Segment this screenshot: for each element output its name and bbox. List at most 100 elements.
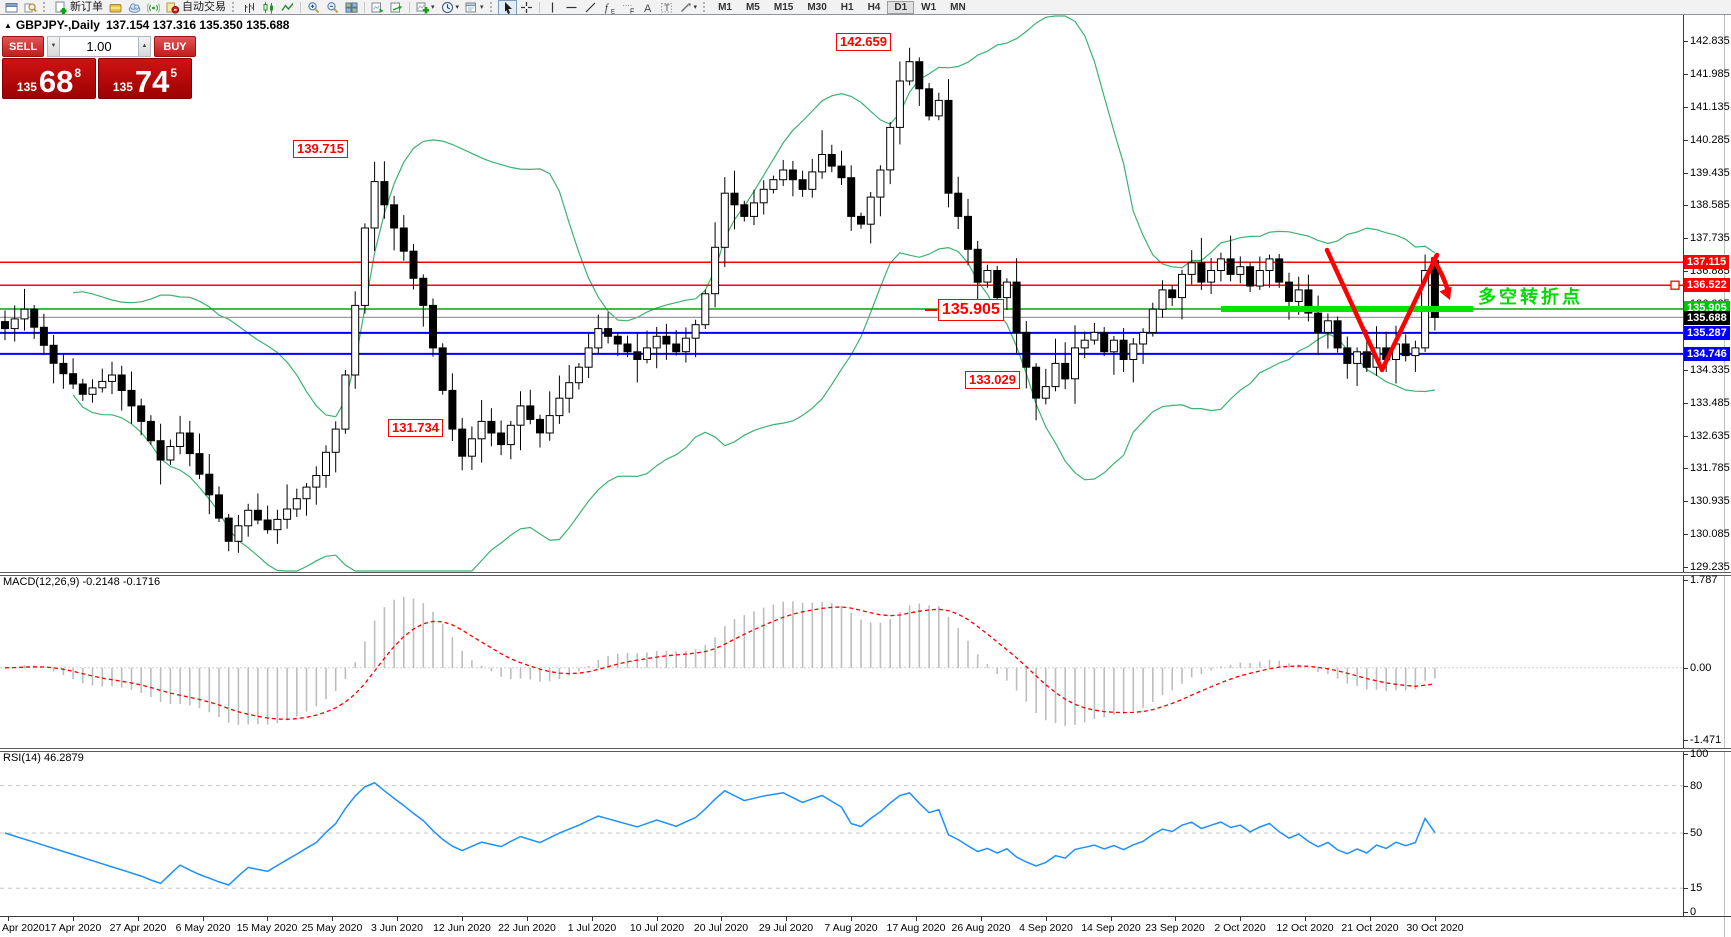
date-tick-mark — [397, 917, 398, 921]
time-axis-border — [0, 916, 1731, 917]
new-chart-icon[interactable] — [2, 0, 21, 15]
hline-handle[interactable] — [1670, 280, 1680, 290]
candle — [78, 383, 87, 395]
candle — [341, 374, 350, 430]
sell-button[interactable]: SELL — [2, 36, 44, 57]
symbol-period-label: GBPJPY-,Daily — [15, 18, 100, 32]
timeframe-m30[interactable]: M30 — [807, 1, 827, 13]
periods-button[interactable]: ▾ — [438, 0, 463, 15]
macd-name: MACD(12,26,9) — [3, 576, 80, 588]
text-tool-button[interactable]: A — [638, 0, 657, 15]
zoom-in-button[interactable] — [304, 0, 323, 15]
text-label-icon: T — [660, 2, 672, 13]
profiles-button[interactable] — [368, 0, 387, 15]
candle — [798, 179, 807, 190]
new-order-button[interactable]: 新订单 — [51, 0, 106, 15]
horizontal-line-tool-button[interactable] — [562, 0, 581, 15]
candlestick-chart-button[interactable] — [259, 0, 278, 15]
chevron-down-icon[interactable]: ▾ — [431, 4, 435, 11]
candle — [1012, 281, 1021, 333]
timeframe-m15[interactable]: M15 — [773, 1, 794, 13]
price-axis-border — [1683, 15, 1684, 916]
fibo-expansion-tool-button[interactable]: F — [619, 0, 638, 15]
price-annotation-139.715[interactable]: 139.715 — [293, 140, 348, 158]
text-label-tool-button[interactable]: T — [657, 0, 676, 15]
volume-input[interactable] — [60, 36, 138, 57]
cursor-tool-button[interactable] — [497, 0, 517, 15]
auto-scroll-button[interactable] — [387, 0, 406, 15]
timeframe-h1[interactable]: H1 — [840, 1, 854, 13]
candle — [876, 169, 885, 198]
auto-trading-button[interactable]: 自动交易 — [163, 0, 229, 15]
date-tick-label: 26 Aug 2020 — [951, 922, 1011, 934]
date-tick-mark — [1435, 917, 1436, 921]
zoom-out-button[interactable] — [323, 0, 342, 15]
candle — [156, 440, 165, 461]
buy-price-panel[interactable]: 135 74 5 — [98, 58, 192, 99]
price-annotation-133.029[interactable]: 133.029 — [965, 371, 1020, 389]
crosshair-tool-button[interactable] — [517, 0, 536, 15]
sell-price-panel[interactable]: 135 68 8 — [2, 58, 96, 99]
timeframe-h4[interactable]: H4 — [867, 1, 881, 13]
price-tick-label: 140.285 — [1690, 134, 1730, 146]
chevron-down-icon[interactable]: ▾ — [455, 4, 460, 11]
price-annotation-131.734[interactable]: 131.734 — [388, 419, 443, 437]
buy-button[interactable]: BUY — [154, 36, 196, 57]
timeframe-w1[interactable]: W1 — [921, 1, 937, 13]
candle — [1100, 331, 1109, 353]
timeframe-mn[interactable]: MN — [950, 1, 966, 13]
chevron-down-icon[interactable]: ▾ — [480, 4, 484, 11]
candle — [1275, 258, 1284, 283]
volume-increase-button[interactable]: ▲ — [138, 36, 151, 57]
sell-price-sup: 8 — [74, 66, 82, 80]
candle — [166, 446, 175, 461]
pivot-annotation-text[interactable]: 多空转折点 — [1478, 287, 1583, 307]
tile-windows-button[interactable] — [342, 0, 361, 15]
bar-chart-button[interactable] — [240, 0, 259, 15]
market-watch-icon[interactable] — [21, 0, 40, 15]
bollinger-lower-band[interactable] — [72, 246, 1435, 572]
add-indicator-button[interactable]: ▾ — [413, 0, 438, 15]
timeframe-d1[interactable]: D1 — [887, 0, 915, 14]
timeframe-m5[interactable]: M5 — [745, 1, 760, 13]
date-tick-label: 2 Oct 2020 — [1214, 922, 1266, 934]
cloud-sync-icon[interactable] — [125, 0, 144, 15]
trend-arrow[interactable] — [1324, 247, 1440, 373]
deposit-icon[interactable] — [106, 0, 125, 15]
price-annotation-135.905[interactable]: 135.905 — [938, 299, 1004, 321]
candle — [448, 389, 457, 430]
macd-panel-divider[interactable] — [0, 572, 1731, 576]
indicator-add-icon — [416, 2, 429, 13]
arrowhead-icon — [1439, 286, 1452, 300]
macd-values: -0.2148 -0.1716 — [82, 576, 161, 588]
candle — [88, 387, 97, 395]
collapse-arrow-icon[interactable]: ▲ — [4, 21, 12, 30]
date-tick-label: 17 Aug 2020 — [886, 922, 946, 934]
candle — [944, 99, 953, 194]
price-annotation-142.659[interactable]: 142.659 — [836, 33, 891, 51]
rsi-panel-divider[interactable] — [0, 748, 1731, 752]
candle — [788, 169, 797, 181]
line-chart-button[interactable] — [278, 0, 297, 15]
templates-button[interactable]: ▾ — [462, 0, 487, 15]
trendline-tool-button[interactable] — [581, 0, 600, 15]
candle — [818, 154, 827, 173]
signals-icon[interactable] — [144, 0, 163, 15]
date-tick-label: 4 Sep 2020 — [1019, 922, 1073, 934]
candle — [915, 61, 924, 90]
candle — [759, 188, 768, 204]
candle — [263, 519, 272, 531]
price-tick-mark — [1683, 41, 1688, 42]
vertical-line-tool-button[interactable] — [543, 0, 562, 15]
timeframe-m1[interactable]: M1 — [718, 1, 732, 13]
volume-decrease-button[interactable]: ▼ — [47, 36, 60, 57]
shapes-tool-button[interactable]: ▾ — [676, 0, 701, 15]
date-tick-mark — [1240, 917, 1241, 921]
candle — [866, 196, 875, 225]
chevron-down-icon[interactable]: ▾ — [693, 4, 698, 11]
candle — [1236, 266, 1245, 275]
date-tick-label: 27 Apr 2020 — [109, 922, 167, 934]
price-tick-label: 137.735 — [1690, 232, 1730, 244]
